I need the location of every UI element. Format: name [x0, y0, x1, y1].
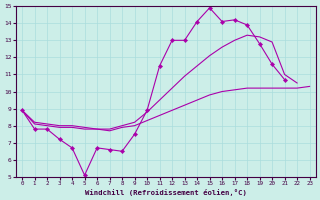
X-axis label: Windchill (Refroidissement éolien,°C): Windchill (Refroidissement éolien,°C) [85, 189, 247, 196]
